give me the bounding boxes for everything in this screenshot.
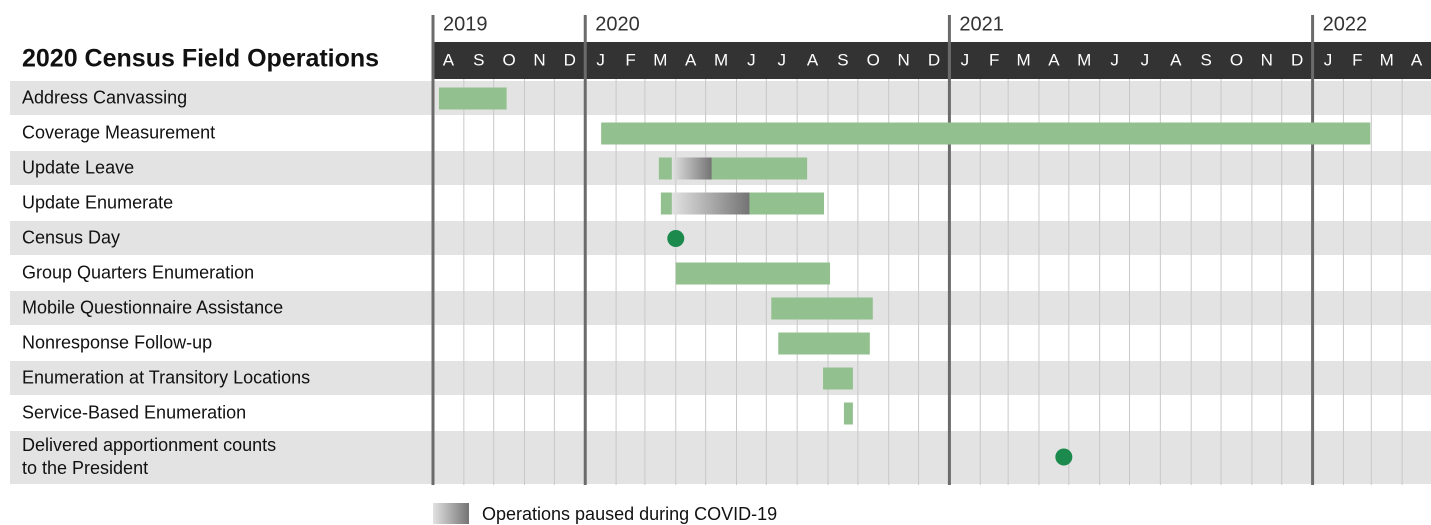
month-label: M	[1077, 50, 1091, 69]
month-label: A	[685, 50, 697, 69]
task-bar	[438, 87, 507, 110]
milestone	[1055, 448, 1073, 466]
year-label: 2020	[595, 13, 640, 35]
task-label: Enumeration at Transitory Locations	[22, 367, 310, 387]
task-label: Update Leave	[22, 157, 134, 177]
pause-bar	[671, 157, 712, 180]
year-label: 2022	[1323, 13, 1368, 35]
task-label: Address Canvassing	[22, 87, 187, 107]
month-label: M	[1380, 50, 1394, 69]
row-band	[10, 221, 1431, 255]
task-bar	[823, 367, 853, 390]
legend-label: Operations paused during COVID-19	[482, 504, 777, 524]
month-label: D	[928, 50, 940, 69]
chart-title: 2020 Census Field Operations	[22, 45, 379, 73]
month-header	[433, 42, 1431, 79]
month-label: J	[596, 50, 605, 69]
month-label: J	[778, 50, 787, 69]
month-label: O	[503, 50, 516, 69]
month-label: F	[625, 50, 635, 69]
month-label: O	[867, 50, 880, 69]
month-label: A	[1170, 50, 1182, 69]
row-band	[10, 291, 1431, 325]
task-bar	[771, 297, 873, 320]
legend-swatch	[433, 503, 469, 524]
month-label: M	[653, 50, 667, 69]
month-label: J	[747, 50, 756, 69]
task-label: Service-Based Enumeration	[22, 402, 246, 422]
task-bar	[843, 402, 853, 425]
task-label: to the President	[22, 458, 148, 478]
task-label: Mobile Questionnaire Assistance	[22, 297, 283, 317]
task-bar	[601, 122, 1371, 145]
month-label: J	[961, 50, 970, 69]
row-band	[10, 431, 1431, 484]
month-label: N	[898, 50, 910, 69]
month-label: O	[1230, 50, 1243, 69]
milestone	[667, 230, 685, 247]
pause-bar	[671, 192, 750, 215]
month-label: M	[714, 50, 728, 69]
month-label: N	[1261, 50, 1273, 69]
month-label: F	[989, 50, 999, 69]
task-bar	[778, 332, 870, 355]
month-label: N	[533, 50, 545, 69]
month-label: A	[1048, 50, 1060, 69]
month-label: S	[1200, 50, 1211, 69]
month-label: J	[1141, 50, 1150, 69]
month-label: J	[1324, 50, 1333, 69]
task-label: Update Enumerate	[22, 192, 173, 212]
month-label: D	[564, 50, 576, 69]
month-label: S	[837, 50, 848, 69]
task-label: Nonresponse Follow-up	[22, 332, 212, 352]
task-label: Delivered apportionment counts	[22, 435, 276, 455]
task-label: Coverage Measurement	[22, 122, 215, 142]
month-label: S	[473, 50, 484, 69]
month-label: A	[807, 50, 819, 69]
month-label: A	[443, 50, 455, 69]
year-label: 2019	[443, 13, 488, 35]
task-label: Group Quarters Enumeration	[22, 262, 254, 282]
task-label: Census Day	[22, 227, 120, 247]
row-band	[10, 81, 1431, 115]
month-label: A	[1411, 50, 1423, 69]
month-label: D	[1291, 50, 1303, 69]
month-label: J	[1110, 50, 1119, 69]
row-band	[10, 361, 1431, 395]
month-label: M	[1016, 50, 1030, 69]
year-label: 2021	[959, 13, 1004, 35]
month-label: F	[1352, 50, 1362, 69]
task-bar	[675, 262, 831, 285]
